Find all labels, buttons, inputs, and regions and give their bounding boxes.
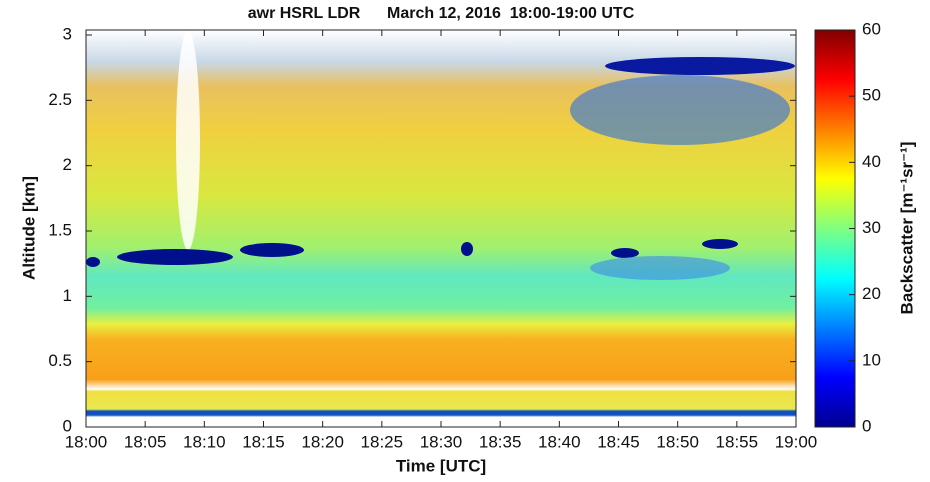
colorbar-tick-label: 40: [862, 152, 881, 171]
x-tick-label: 19:00: [775, 432, 818, 451]
colorbar-tick-label: 60: [862, 19, 881, 38]
colorbar: [814, 29, 856, 428]
x-tick-label: 18:55: [716, 432, 759, 451]
x-tick-label: 18:05: [124, 432, 167, 451]
colorbar-tick-label: 50: [862, 86, 881, 105]
y-tick-label: 2.5: [48, 90, 72, 109]
x-tick-label: 18:20: [301, 432, 344, 451]
colorbar-tick-label: 0: [862, 416, 871, 435]
y-axis-label: Altitude [km]: [19, 176, 38, 280]
heatmap-image: [86, 30, 796, 427]
x-tick-label: 18:35: [479, 432, 522, 451]
x-tick-label: 18:10: [183, 432, 226, 451]
x-tick-label: 18:25: [361, 432, 404, 451]
x-tick-label: 18:40: [538, 432, 581, 451]
y-tick-label: 0: [63, 416, 72, 435]
x-tick-label: 18:30: [420, 432, 463, 451]
colorbar-tick-label: 30: [862, 218, 881, 237]
colorbar-tick-label: 10: [862, 350, 881, 369]
y-tick-label: 0.5: [48, 351, 72, 370]
x-axis-label: Time [UTC]: [396, 456, 486, 475]
x-tick-label: 18:15: [242, 432, 285, 451]
x-tick-label: 18:45: [597, 432, 640, 451]
chart-title: awr HSRL LDR March 12, 2016 18:00-19:00 …: [248, 5, 635, 22]
y-tick-label: 1.5: [48, 220, 72, 239]
y-tick-label: 3: [63, 24, 72, 43]
x-tick-label: 18:00: [65, 432, 108, 451]
colorbar-tick-label: 20: [862, 284, 881, 303]
y-tick-label: 1: [63, 286, 72, 305]
y-tick-label: 2: [63, 155, 72, 174]
x-tick-label: 18:50: [656, 432, 699, 451]
colorbar-label: Backscatter [m⁻¹sr⁻¹]: [897, 142, 916, 315]
